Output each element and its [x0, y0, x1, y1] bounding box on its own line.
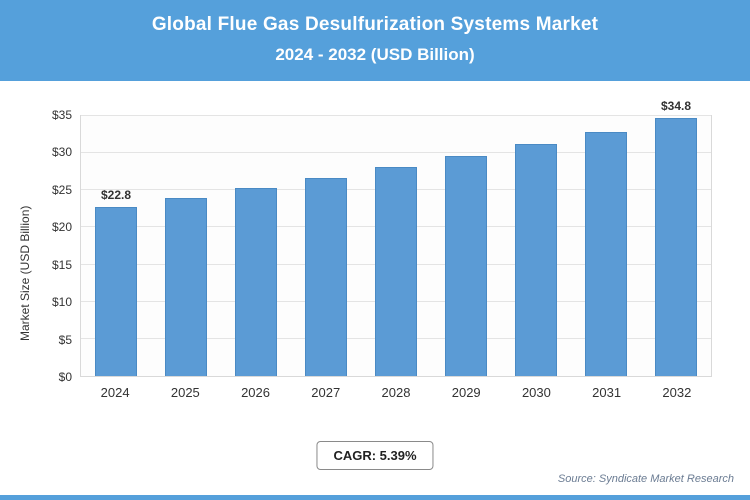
- bar-slot: [501, 116, 571, 376]
- bar-slot: $34.8: [641, 99, 711, 376]
- bar-slot: [571, 116, 641, 376]
- bar-2030: [515, 144, 557, 376]
- plot-column: $22.8 $34.8 2024 2025 2026 2027 2028 2029 2030 2…: [80, 99, 712, 413]
- bar-value-label: $22.8: [100, 187, 132, 202]
- bar-2029: [445, 156, 487, 376]
- bars-row: $22.8 $34.8: [81, 99, 711, 376]
- chart-title: Global Flue Gas Desulfurization Systems …: [151, 14, 599, 35]
- x-tick-label: 2031: [592, 385, 622, 400]
- plot-area: $22.8 $34.8: [80, 99, 712, 377]
- x-tick-label: 2025: [170, 385, 200, 400]
- y-tick-label: $0: [58, 370, 72, 384]
- bar-slot: [221, 116, 291, 376]
- gridline: [81, 152, 711, 154]
- bar-2027: [305, 177, 347, 376]
- x-axis: 2024 2025 2026 2027 2028 2029 2030 2031 2032: [80, 385, 712, 400]
- y-axis: $0 $5 $10 $15 $20 $25 $30 $35: [36, 108, 80, 384]
- chart-subtitle: 2024 - 2032 (USD Billion): [275, 45, 475, 64]
- y-tick-label: $35: [51, 108, 72, 122]
- y-tick-label: $5: [58, 332, 72, 347]
- y-tick-label: $20: [51, 220, 72, 235]
- y-tick-label: $15: [51, 257, 72, 272]
- x-tick-label: 2026: [241, 385, 270, 400]
- bar-slot: [291, 116, 361, 376]
- y-tick-label: $30: [51, 145, 72, 160]
- y-tick-label: $25: [51, 182, 72, 197]
- bar-2026: [235, 188, 277, 376]
- x-tick-label: 2027: [311, 385, 341, 400]
- x-tick-label: 2028: [381, 385, 411, 400]
- bar-2028: [375, 167, 417, 376]
- bar-slot: $22.8: [81, 116, 151, 376]
- gridline: [81, 115, 711, 116]
- bar-2032: $34.8: [655, 99, 697, 376]
- cagr-badge: CAGR: 5.39%: [316, 441, 434, 470]
- x-tick-label: 2030: [521, 385, 551, 400]
- x-tick-label: 2024: [100, 385, 130, 400]
- source-attribution: Source: Syndicate Market Research: [557, 473, 734, 485]
- chart-footer: CAGR: 5.39% Source: Syndicate Market Res…: [0, 439, 750, 485]
- bar-2024: $22.8: [95, 188, 137, 376]
- bar-slot: [361, 116, 431, 376]
- bar-slot: [151, 116, 221, 376]
- y-axis-title: Market Size (USD Billion): [18, 205, 32, 341]
- bar-slot: [431, 116, 501, 376]
- bar-2031: [585, 131, 627, 376]
- x-tick-label: 2029: [451, 385, 481, 400]
- bar-value-label: $34.8: [660, 98, 692, 113]
- chart-header: Global Flue Gas Desulfurization Systems …: [0, 0, 750, 81]
- y-tick-label: $10: [51, 295, 72, 310]
- chart-area: Market Size (USD Billion) $0 $5 $10 $15 $20 $…: [14, 99, 712, 413]
- bar-2025: [165, 197, 207, 376]
- x-tick-label: 2032: [662, 385, 692, 400]
